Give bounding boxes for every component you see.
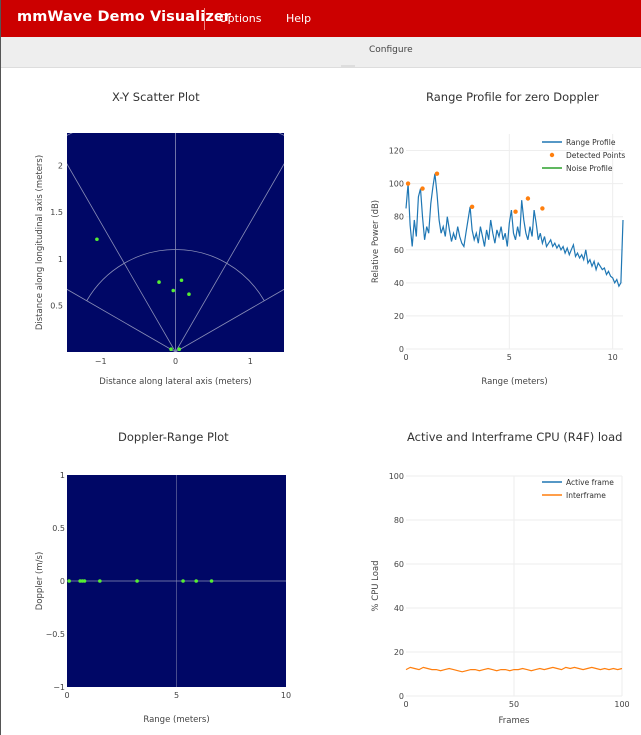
x-tick-label: 10 [608, 353, 618, 362]
doppler-point [67, 579, 71, 583]
fov-line [175, 163, 284, 352]
navbar-divider [204, 8, 205, 30]
sensor-fov-lines [67, 133, 284, 352]
scatter-point [171, 288, 176, 293]
y-tick-label: 0 [399, 345, 404, 354]
x-tick-label: −1 [95, 357, 107, 366]
y-axis-label: Relative Power (dB) [371, 200, 381, 283]
y-axis-label: Distance along longitudinal axis (meters… [35, 155, 45, 330]
y-tick-label: 40 [394, 279, 404, 288]
doppler-point [82, 579, 87, 583]
range-arc [86, 249, 265, 301]
y-tick-label: 120 [389, 147, 404, 156]
x-tick-label: 0 [403, 353, 408, 362]
legend-label: Detected Points [566, 151, 625, 160]
scatter-point [157, 280, 161, 284]
help-menu[interactable]: Help [286, 12, 312, 25]
scatter-point [187, 292, 191, 297]
y-tick-label: 20 [394, 648, 404, 657]
detected-point [469, 204, 475, 209]
legend-label: Range Profile [566, 138, 616, 147]
cpu-load-plot[interactable]: 0 50 100 0 20 40 60 80 100 Frames % CPU Load Active… [320, 450, 641, 735]
scatter-point [95, 237, 99, 242]
x-tick-label: 0 [403, 700, 408, 709]
y-tick-label: 2 [58, 162, 63, 171]
x-tick-label: 0 [64, 691, 69, 700]
x-axis-label: Distance along lateral axis (meters) [99, 377, 251, 387]
doppler-point [135, 579, 139, 583]
range-profile-title: Range Profile for zero Doppler [426, 90, 599, 104]
y-tick-label: 0.5 [52, 524, 65, 533]
doppler-point [98, 579, 102, 583]
options-menu[interactable]: Options [219, 12, 262, 25]
x-tick-label: 100 [614, 700, 629, 709]
x-axis-label: Range (meters) [143, 715, 209, 725]
fov-line [67, 163, 176, 352]
y-tick-label: −0.5 [46, 630, 65, 639]
y-tick-label: 80 [394, 213, 404, 222]
x-tick-label: 0 [173, 357, 178, 366]
scatter-plot-title: X-Y Scatter Plot [112, 90, 200, 104]
detected-point [540, 206, 545, 211]
x-tick-label: 50 [509, 700, 519, 709]
y-tick-label: −1 [53, 683, 65, 692]
x-tick-label: 5 [174, 691, 179, 700]
legend-swatch [549, 152, 555, 158]
doppler-point [181, 579, 185, 583]
x-tick-label: 5 [507, 353, 512, 362]
doppler-point [194, 579, 199, 583]
y-axis-label: % CPU Load [371, 560, 381, 611]
y-tick-label: 60 [394, 246, 404, 255]
x-axis-label: Range (meters) [481, 377, 547, 387]
x-tick-label: 10 [281, 691, 291, 700]
x-axis-label: Frames [499, 716, 530, 726]
tab-configure[interactable]: Configure [369, 45, 413, 55]
detected-point [420, 186, 425, 191]
fov-line [175, 288, 284, 352]
scatter-point [179, 278, 184, 283]
range-profile-line [405, 173, 624, 288]
y-tick-label: 1 [58, 255, 63, 264]
detected-point [525, 196, 531, 201]
y-axis-label: Doppler (m/s) [35, 552, 45, 611]
y-tick-label: 0 [60, 577, 65, 586]
y-tick-label: 100 [389, 180, 404, 189]
x-tick-label: 1 [248, 357, 253, 366]
scatter-point [169, 347, 173, 352]
scatter-point [177, 347, 182, 352]
cpu-load-title: Active and Interframe CPU (R4F) load [407, 430, 623, 444]
doppler-range-plot[interactable]: 0 5 10 −1 −0.5 0 0.5 1 Range (meters) Doppler (m/… [0, 450, 320, 735]
tab-indicator [341, 65, 355, 68]
detected-point [434, 171, 440, 176]
app-title[interactable]: mmWave Demo Visualizer [17, 9, 232, 25]
top-navbar: mmWave Demo Visualizer Options Help [0, 0, 641, 37]
y-tick-label: 60 [394, 560, 404, 569]
legend-label: Active frame [566, 478, 614, 487]
y-tick-label: 80 [394, 516, 404, 525]
doppler-point [209, 579, 214, 583]
fov-line [67, 288, 176, 352]
doppler-plot-title: Doppler-Range Plot [118, 430, 229, 444]
scatter-plot[interactable]: −1 0 1 0.5 1 1.5 2 Distance along lateral axis … [0, 110, 320, 410]
y-tick-label: 100 [389, 472, 404, 481]
y-tick-label: 1 [60, 471, 65, 480]
interframe-line [405, 666, 623, 673]
tab-bar: Configure [1, 37, 641, 68]
y-tick-label: 0.5 [50, 301, 63, 310]
detected-point [513, 209, 518, 214]
y-tick-label: 0 [399, 692, 404, 701]
legend-label: Interframe [566, 491, 606, 500]
detected-point [405, 181, 411, 186]
y-tick-label: 1.5 [50, 208, 63, 217]
legend-label: Noise Profile [566, 164, 613, 173]
y-tick-label: 40 [394, 604, 404, 613]
y-tick-label: 20 [394, 312, 404, 321]
